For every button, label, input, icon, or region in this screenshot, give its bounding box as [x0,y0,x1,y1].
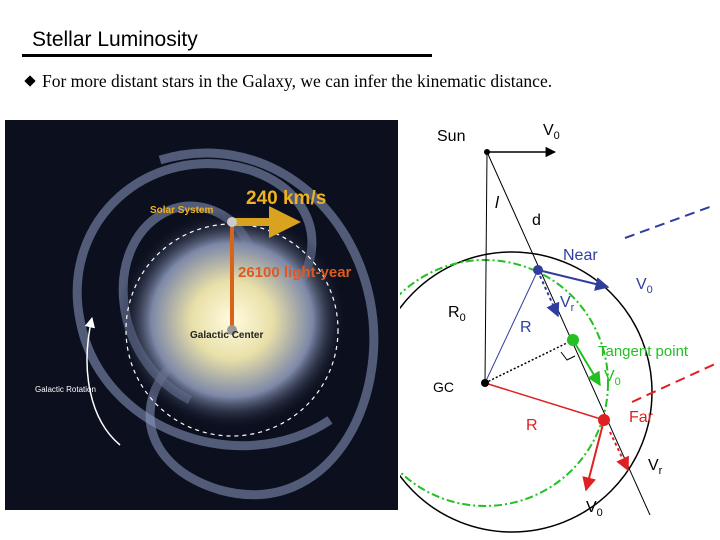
label-part: GC [433,379,454,395]
label-part: 0 [615,376,621,388]
distance-label: 26100 light-year [238,264,352,281]
label-part: R [448,304,460,321]
galaxy-image: 240 km/s Solar System 26100 light-year G… [5,120,398,510]
velocity-label: V0 [604,368,621,388]
label-part: V [604,368,615,385]
title-rule [22,54,432,57]
label-part: Sun [437,128,465,145]
center-label: Galactic Center [190,330,263,341]
distance-label: d [532,212,541,229]
label-part: r [659,465,663,477]
radial-velocity-label: Vr [648,457,663,477]
label-part: r [571,302,575,314]
label-part: l [495,193,500,212]
label-part: d [532,212,541,229]
label-part: 0 [597,507,603,519]
label-part: Tangent point [598,343,689,360]
sun-radius-label: R0 [448,304,466,324]
label-part: V [560,294,571,311]
solar-system-label: Solar System [150,205,213,216]
bullet-text: For more distant stars in the Galaxy, we… [42,71,553,91]
label-part: V [648,457,659,474]
near-label: Near [563,247,598,264]
label-part: 0 [460,312,466,324]
label-part: 0 [647,284,653,296]
rotation-label: Galactic Rotation [35,385,96,394]
gc-label: GC [433,379,454,395]
radius-label: R [520,319,532,336]
label-part: V [636,276,647,293]
label-part: Near [563,247,598,264]
label-part: R [520,319,532,336]
velocity-label: V0 [586,499,603,519]
tangent-point-label: Tangent point [598,343,689,360]
label-part: V [543,122,554,139]
velocity-label: V0 [543,122,560,142]
far-label: Far [629,409,654,426]
label-part: Far [629,409,654,426]
label-part: 0 [554,130,560,142]
longitude-label: l [495,193,500,212]
radial-velocity-label: Vr [560,294,575,314]
radius-label: R [526,417,538,434]
diagram: Sun V0 l d Near V0 Vr R0 R Tangent point… [400,122,716,533]
sun-label: Sun [437,128,465,145]
slide-title: Stellar Luminosity [32,28,198,51]
label-part: V [586,499,597,516]
velocity-label: V0 [636,276,653,296]
speed-label: 240 km/s [246,188,326,209]
label-part: R [526,417,538,434]
